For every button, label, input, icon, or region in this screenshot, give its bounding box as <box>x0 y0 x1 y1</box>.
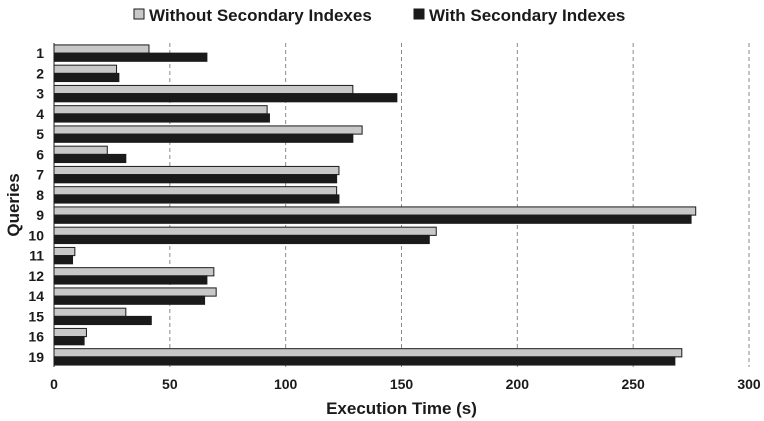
bar-q1-with <box>53 52 208 62</box>
y-tick-label-3: 3 <box>36 86 44 102</box>
y-tick-label-8: 8 <box>36 187 44 203</box>
bar-q3-with <box>53 93 398 103</box>
bar-q11-with <box>53 255 74 265</box>
bar-q1-without <box>53 44 150 54</box>
x-tick-label-150: 150 <box>390 376 414 392</box>
legend-label-with: With Secondary Indexes <box>429 6 625 25</box>
bars <box>53 44 697 366</box>
bar-q15-without <box>53 307 127 317</box>
y-axis-title: Queries <box>4 173 23 236</box>
bar-q2-with <box>53 72 120 83</box>
y-tick-label-1: 1 <box>36 45 44 61</box>
bar-q5-without <box>53 125 363 135</box>
bar-q9-without <box>53 206 697 216</box>
x-tick-label-200: 200 <box>506 376 530 392</box>
y-tick-label-7: 7 <box>36 167 44 183</box>
legend: Without Secondary Indexes With Secondary… <box>133 6 625 25</box>
y-tick-label-11: 11 <box>29 248 44 264</box>
bar-q3-without <box>53 84 354 95</box>
y-tick-label-19: 19 <box>28 349 44 365</box>
bar-q19-with <box>53 356 676 366</box>
bar-q9-with <box>53 214 692 224</box>
x-tick-label-0: 0 <box>50 376 58 392</box>
x-axis-title: Execution Time (s) <box>326 399 477 418</box>
y-tick-label-12: 12 <box>28 268 44 284</box>
legend-item-without: Without Secondary Indexes <box>133 6 372 25</box>
bar-q16-without <box>53 327 87 338</box>
y-tick-label-16: 16 <box>28 329 44 345</box>
bar-q4-without <box>53 105 268 115</box>
bar-q2-without <box>53 64 118 74</box>
bar-q8-without <box>53 186 338 196</box>
bar-q7-without <box>53 165 340 176</box>
legend-swatch-without <box>133 8 145 20</box>
legend-swatch-with <box>413 8 425 20</box>
bar-q14-without <box>53 287 217 297</box>
x-tick-label-300: 300 <box>737 376 761 392</box>
bar-q16-with <box>53 336 85 346</box>
bar-q14-with <box>53 295 206 305</box>
x-tick-label-100: 100 <box>274 376 298 392</box>
bar-q12-without <box>53 267 215 277</box>
bar-q10-without <box>53 226 437 236</box>
x-tick-label-250: 250 <box>621 376 645 392</box>
x-tick-label-50: 50 <box>162 376 178 392</box>
bar-q12-with <box>53 275 208 285</box>
bar-q19-without <box>53 348 683 358</box>
grid-lines <box>169 43 750 367</box>
bar-q6-with <box>53 153 127 164</box>
y-tick-label-4: 4 <box>36 106 44 122</box>
y-tick-label-5: 5 <box>36 126 44 142</box>
y-tick-label-9: 9 <box>36 207 44 223</box>
y-tick-label-14: 14 <box>28 288 44 304</box>
y-tick-label-2: 2 <box>36 65 44 81</box>
legend-item-with: With Secondary Indexes <box>413 6 625 25</box>
bar-q5-with <box>53 133 354 143</box>
y-tick-label-10: 10 <box>28 227 44 243</box>
bar-q6-without <box>53 145 108 155</box>
legend-label-without: Without Secondary Indexes <box>149 6 372 25</box>
y-tick-label-15: 15 <box>28 308 44 324</box>
y-tick-label-6: 6 <box>36 146 44 162</box>
bar-q4-with <box>53 113 270 123</box>
bar-q15-with <box>53 315 152 326</box>
bar-q10-with <box>53 234 430 245</box>
bar-q8-with <box>53 194 340 204</box>
bar-q11-without <box>53 246 76 257</box>
bar-q7-with <box>53 174 338 184</box>
